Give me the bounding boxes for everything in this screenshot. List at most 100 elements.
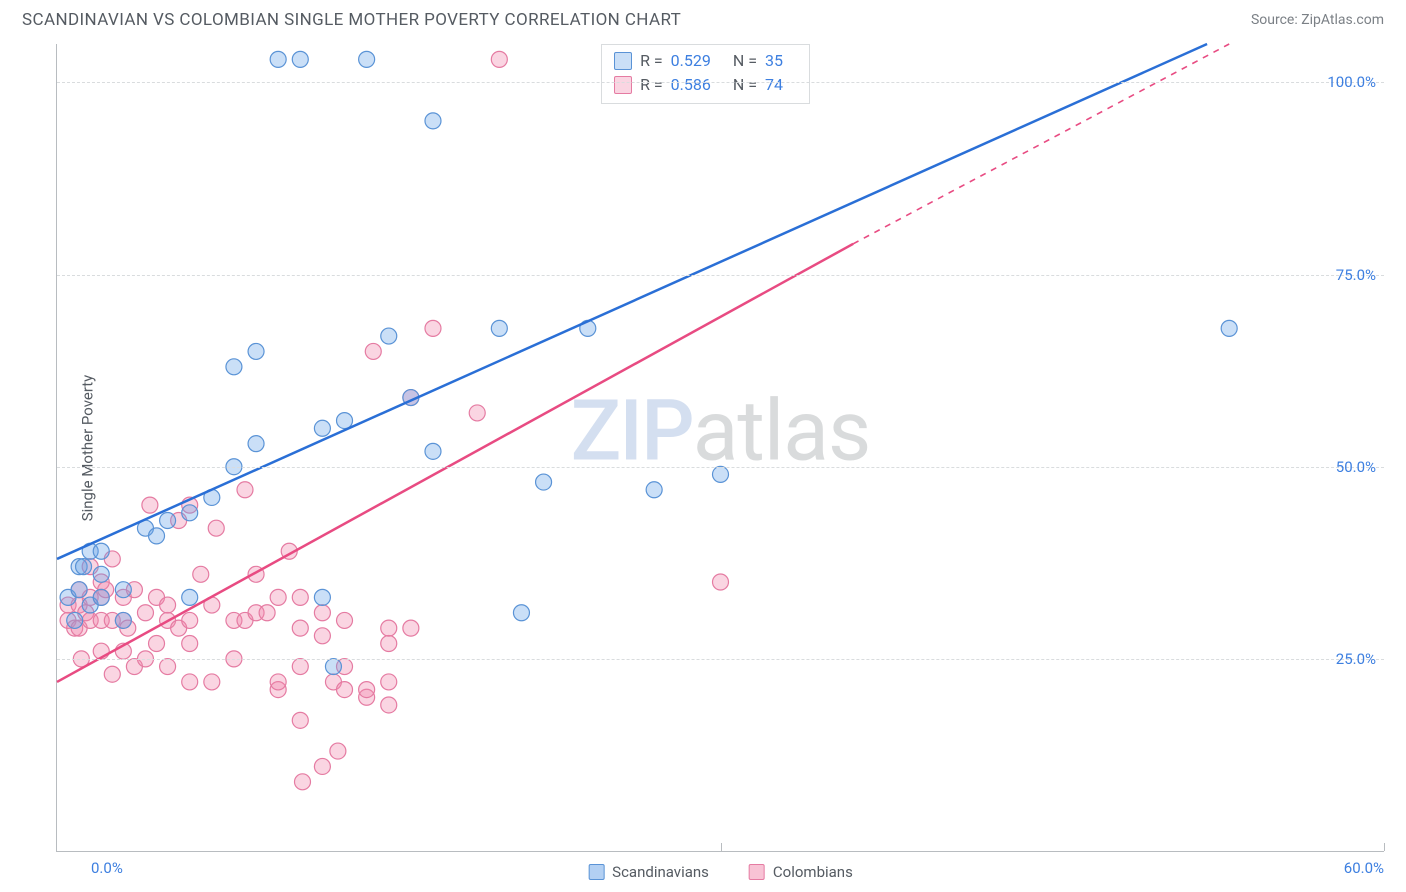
data-point bbox=[160, 597, 176, 613]
data-point bbox=[67, 620, 83, 636]
data-point bbox=[82, 543, 98, 559]
data-point bbox=[259, 605, 275, 621]
data-point bbox=[359, 689, 375, 705]
data-point bbox=[171, 620, 187, 636]
data-point bbox=[292, 51, 308, 67]
trend-line-colombian bbox=[57, 244, 853, 682]
data-point bbox=[149, 528, 165, 544]
correlation-stats-box: R = 0.529 N = 35 R = 0.586 N = 74 bbox=[601, 44, 810, 104]
legend-swatch-scandinavian bbox=[588, 864, 604, 880]
data-point bbox=[82, 597, 98, 613]
plot-region: ZIPatlas R = 0.529 N = 35 R = 0.586 N = … bbox=[56, 44, 1384, 852]
data-point bbox=[491, 320, 507, 336]
data-point bbox=[204, 489, 220, 505]
data-point bbox=[403, 620, 419, 636]
data-point bbox=[381, 620, 397, 636]
data-point bbox=[1221, 320, 1237, 336]
data-point bbox=[93, 643, 109, 659]
data-point bbox=[381, 674, 397, 690]
legend-label-colombian: Colombians bbox=[773, 863, 853, 881]
stat-n-value-colombian: 74 bbox=[765, 73, 783, 97]
data-point bbox=[381, 697, 397, 713]
data-point bbox=[270, 51, 286, 67]
data-point bbox=[713, 466, 729, 482]
data-point bbox=[226, 359, 242, 375]
data-point bbox=[359, 682, 375, 698]
data-point bbox=[93, 574, 109, 590]
data-point bbox=[491, 51, 507, 67]
source-attribution: Source: ZipAtlas.com bbox=[1251, 12, 1384, 28]
x-tick bbox=[1384, 843, 1385, 851]
data-point bbox=[71, 597, 87, 613]
data-point bbox=[513, 605, 529, 621]
data-point bbox=[60, 589, 76, 605]
data-point bbox=[126, 582, 142, 598]
stat-r-label: R = bbox=[640, 73, 663, 97]
data-point bbox=[292, 620, 308, 636]
data-point bbox=[292, 712, 308, 728]
data-point bbox=[182, 497, 198, 513]
data-point bbox=[248, 566, 264, 582]
data-point bbox=[337, 612, 353, 628]
data-point bbox=[93, 543, 109, 559]
data-point bbox=[204, 674, 220, 690]
data-point bbox=[337, 682, 353, 698]
data-point bbox=[403, 390, 419, 406]
trend-line-scandinavian bbox=[57, 44, 1207, 559]
chart-header: SCANDINAVIAN VS COLOMBIAN SINGLE MOTHER … bbox=[0, 0, 1406, 34]
data-point bbox=[314, 628, 330, 644]
stat-r-value-scandinavian: 0.529 bbox=[671, 49, 711, 73]
stat-r-label: R = bbox=[640, 49, 663, 73]
data-point bbox=[104, 551, 120, 567]
data-point bbox=[248, 436, 264, 452]
data-point bbox=[325, 659, 341, 675]
data-point bbox=[248, 343, 264, 359]
svg-plot-layer bbox=[57, 44, 1384, 851]
stat-n-value-scandinavian: 35 bbox=[765, 49, 783, 73]
stat-r-value-colombian: 0.586 bbox=[671, 73, 711, 97]
data-point bbox=[314, 420, 330, 436]
data-point bbox=[270, 674, 286, 690]
data-point bbox=[182, 505, 198, 521]
data-point bbox=[115, 582, 131, 598]
data-point bbox=[292, 589, 308, 605]
data-point bbox=[115, 643, 131, 659]
data-point bbox=[365, 343, 381, 359]
data-point bbox=[237, 612, 253, 628]
x-axis-label-max: 60.0% bbox=[1344, 859, 1384, 877]
data-point bbox=[76, 559, 92, 575]
data-point bbox=[381, 328, 397, 344]
legend: Scandinavians Colombians bbox=[588, 863, 853, 881]
gridline bbox=[57, 82, 1384, 83]
stats-row-scandinavian: R = 0.529 N = 35 bbox=[614, 49, 797, 73]
data-point bbox=[425, 320, 441, 336]
data-point bbox=[160, 612, 176, 628]
data-point bbox=[381, 635, 397, 651]
data-point bbox=[208, 520, 224, 536]
data-point bbox=[281, 543, 297, 559]
data-point bbox=[115, 612, 131, 628]
legend-item-colombian: Colombians bbox=[749, 863, 853, 881]
data-point bbox=[425, 113, 441, 129]
stats-row-colombian: R = 0.586 N = 74 bbox=[614, 73, 797, 97]
data-point bbox=[126, 659, 142, 675]
data-point bbox=[149, 589, 165, 605]
data-point bbox=[425, 443, 441, 459]
source-label: Source: bbox=[1251, 12, 1298, 28]
data-point bbox=[330, 743, 346, 759]
y-tick-label: 50.0% bbox=[1336, 458, 1376, 476]
legend-label-scandinavian: Scandinavians bbox=[612, 863, 709, 881]
scandinavian-swatch bbox=[614, 52, 632, 70]
data-point bbox=[314, 758, 330, 774]
data-point bbox=[337, 659, 353, 675]
data-point bbox=[93, 566, 109, 582]
data-point bbox=[403, 390, 419, 406]
data-point bbox=[82, 589, 98, 605]
data-point bbox=[160, 659, 176, 675]
legend-swatch-colombian bbox=[749, 864, 765, 880]
data-point bbox=[182, 635, 198, 651]
data-point bbox=[82, 612, 98, 628]
data-point bbox=[71, 582, 87, 598]
data-point bbox=[93, 589, 109, 605]
data-point bbox=[104, 666, 120, 682]
